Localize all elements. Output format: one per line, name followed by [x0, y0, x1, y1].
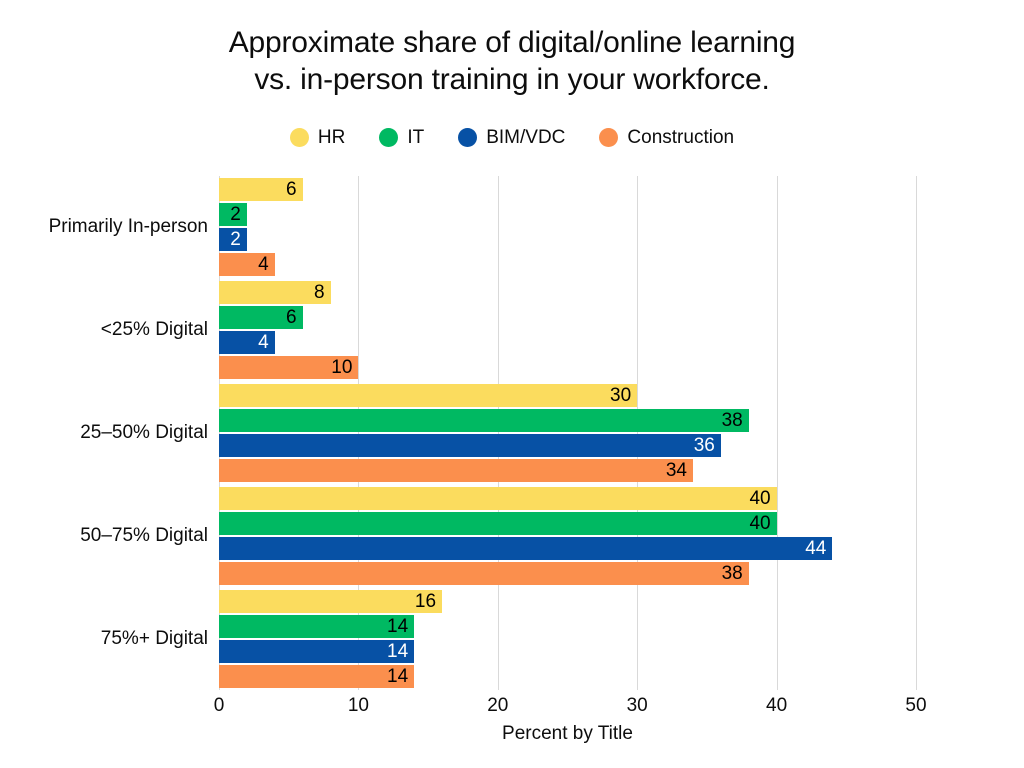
legend-label: HR [317, 127, 346, 148]
bar-it[interactable]: 38 [219, 408, 749, 432]
bar-it[interactable]: 2 [219, 203, 247, 227]
bar-row: 4 [219, 253, 916, 277]
bar-construction[interactable]: 38 [219, 561, 749, 585]
bar-row: 14 [219, 664, 916, 688]
x-axis-tick-label: 10 [347, 695, 369, 716]
bar-construction[interactable]: 14 [219, 664, 415, 688]
x-axis-tick-label: 0 [213, 695, 225, 716]
bar-value-label: 16 [414, 590, 437, 612]
bar-row: 14 [219, 639, 916, 663]
category-label: 25–50% Digital [80, 421, 208, 443]
bar-row: 44 [219, 536, 916, 560]
bar-row: 8 [219, 281, 916, 305]
plot-area: 6 2 2 4 8 6 4 10 30 38 36 34 40 40 44 38 16 14 14 14 [219, 176, 917, 690]
bar-it[interactable]: 14 [219, 614, 415, 638]
bar-group: 40 40 44 38 [219, 484, 916, 587]
x-axis-tick-label: 50 [905, 695, 927, 716]
bar-row: 30 [219, 383, 916, 407]
category-axis: Primarily In-person <25% Digital 25–50% Di… [0, 176, 208, 690]
bar-row: 40 [219, 511, 916, 535]
bar-row: 14 [219, 614, 916, 638]
bar-value-label: 30 [610, 384, 632, 406]
bar-hr[interactable]: 16 [219, 589, 443, 613]
bar-value-label: 38 [721, 562, 743, 584]
legend-item-it[interactable]: IT [379, 128, 424, 147]
bar-value-label: 8 [313, 282, 325, 304]
bar-value-label: 4 [258, 254, 269, 276]
bar-value-label: 2 [230, 204, 241, 226]
bar-row: 6 [219, 178, 916, 202]
gridline [916, 176, 917, 690]
bar-hr[interactable]: 6 [219, 178, 303, 202]
value-axis: 0 10 20 30 40 50 [214, 694, 927, 720]
bar-row: 6 [219, 306, 916, 330]
bar-value-label: 40 [749, 512, 771, 534]
x-axis-tick-label: 40 [766, 695, 788, 716]
bar-row: 2 [219, 228, 916, 252]
bar-value-label: 4 [258, 332, 269, 354]
bar-row: 38 [219, 561, 916, 585]
x-axis-tick-label: 30 [626, 695, 648, 716]
legend-label: IT [407, 127, 425, 148]
bar-groups: 6 2 2 4 8 6 4 10 30 38 36 34 40 40 44 38 16 14 14 14 [219, 176, 916, 690]
legend-item-hr[interactable]: HR [289, 127, 346, 148]
legend-swatch-icon [458, 128, 478, 147]
chart-legend: HR IT BIM/VDC Construction [0, 128, 1024, 147]
bar-hr[interactable]: 30 [219, 383, 638, 407]
bar-bim-vdc[interactable]: 36 [219, 433, 721, 457]
bar-row: 4 [219, 331, 916, 355]
bar-row: 34 [219, 458, 916, 482]
bar-hr[interactable]: 40 [219, 486, 777, 510]
bar-value-label: 40 [749, 487, 771, 509]
chart-title-line-2: vs. in-person training in your workforce… [254, 63, 770, 96]
bar-group: 16 14 14 14 [219, 587, 916, 690]
bar-value-label: 44 [805, 537, 827, 559]
bar-group: 8 6 4 10 [219, 279, 916, 382]
legend-swatch-icon [379, 128, 399, 147]
bar-row: 10 [219, 356, 916, 380]
bar-it[interactable]: 6 [219, 306, 303, 330]
bar-construction[interactable]: 34 [219, 458, 693, 482]
category-label: Primarily In-person [48, 216, 208, 238]
bar-value-label: 6 [286, 179, 297, 201]
legend-item-bim-vdc[interactable]: BIM/VDC [458, 128, 565, 147]
bar-value-label: 2 [230, 229, 241, 251]
bar-bim-vdc[interactable]: 4 [219, 331, 275, 355]
bar-value-label: 14 [387, 640, 409, 662]
x-axis-title: Percent by Title [502, 723, 633, 744]
bar-row: 38 [219, 408, 916, 432]
category-label: <25% Digital [100, 319, 208, 341]
bar-value-label: 14 [387, 615, 409, 637]
chart-title: Approximate share of digital/online lear… [0, 24, 1024, 98]
bar-row: 2 [219, 203, 916, 227]
legend-item-construction[interactable]: Construction [599, 128, 734, 147]
bar-construction[interactable]: 10 [219, 356, 359, 380]
bar-bim-vdc[interactable]: 14 [219, 639, 415, 663]
bar-value-label: 10 [331, 357, 353, 379]
bar-row: 16 [219, 589, 916, 613]
legend-swatch-icon [599, 128, 619, 147]
bar-hr[interactable]: 8 [219, 281, 331, 305]
bar-it[interactable]: 40 [219, 511, 777, 535]
bar-value-label: 34 [665, 459, 687, 481]
category-label: 50–75% Digital [80, 524, 208, 546]
bar-bim-vdc[interactable]: 44 [219, 536, 833, 560]
bar-row: 36 [219, 433, 916, 457]
x-axis-tick-label: 20 [487, 695, 509, 716]
category-label: 75%+ Digital [100, 627, 208, 649]
bar-bim-vdc[interactable]: 2 [219, 228, 247, 252]
bar-value-label: 38 [721, 409, 743, 431]
bar-construction[interactable]: 4 [219, 253, 275, 277]
legend-label: Construction [627, 127, 735, 148]
bar-value-label: 36 [693, 434, 715, 456]
bar-group: 30 38 36 34 [219, 382, 916, 485]
bar-value-label: 6 [286, 307, 297, 329]
legend-label: BIM/VDC [486, 127, 566, 148]
bar-row: 40 [219, 486, 916, 510]
chart-title-line-1: Approximate share of digital/online lear… [228, 26, 796, 59]
legend-swatch-icon [289, 128, 309, 147]
bar-value-label: 14 [387, 665, 409, 687]
